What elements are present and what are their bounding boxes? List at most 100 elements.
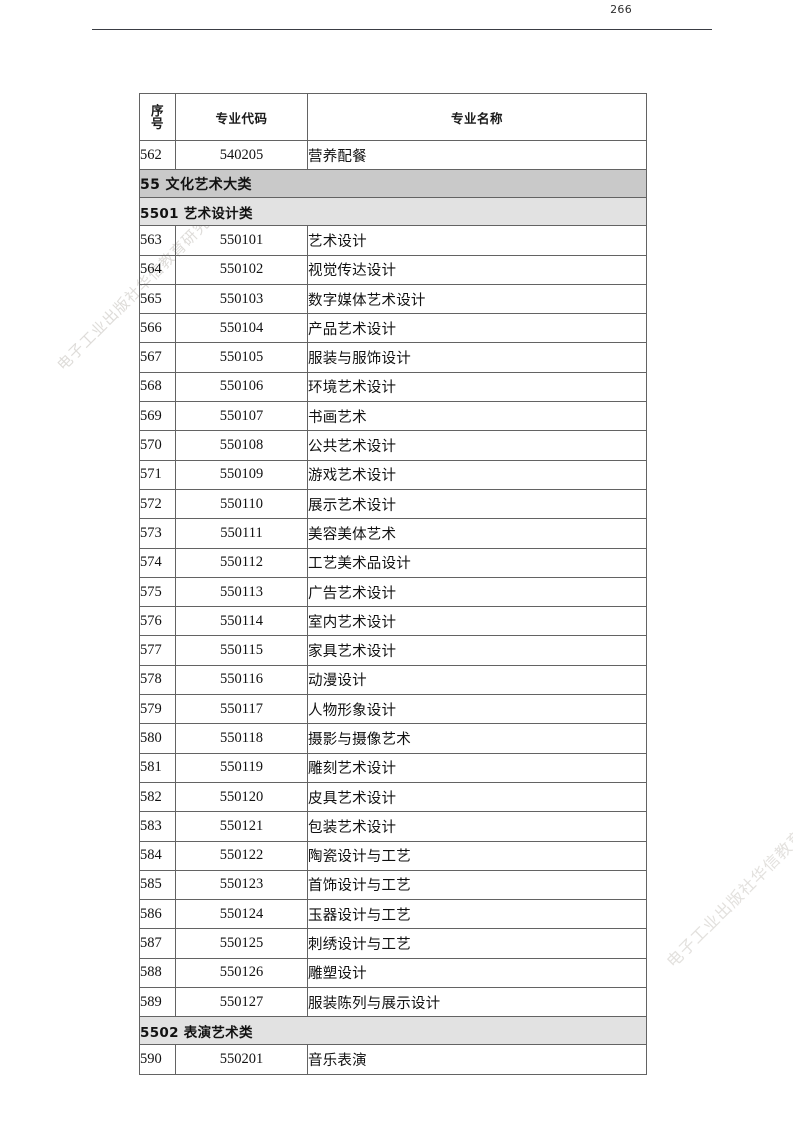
cell-name: 环境艺术设计 [307, 371, 647, 403]
cell-sequence: 576 [139, 606, 176, 637]
cell-code: 550111 [175, 518, 308, 549]
cell-name: 营养配餐 [307, 139, 647, 171]
cell-code: 550106 [175, 371, 308, 403]
table-row: 579 550117 人物形象设计 [139, 694, 647, 725]
table-row: 585 550123 首饰设计与工艺 [139, 869, 647, 901]
table-row: 584 550122 陶瓷设计与工艺 [139, 840, 647, 871]
cell-name: 数字媒体艺术设计 [307, 283, 647, 315]
cell-sequence: 572 [139, 488, 176, 520]
watermark-right: 电子工业出版社华信教育研究所 [662, 789, 793, 972]
column-header-sequence-line1: 序 [150, 102, 164, 118]
cell-name: 公共艺术设计 [307, 430, 647, 461]
cell-name: 人物形象设计 [307, 694, 647, 725]
specialty-table: 序 号 专业代码 专业名称 562 540205 营养配餐 55 文化艺术大类 5501… [139, 93, 647, 1075]
cell-name: 书画艺术 [307, 401, 647, 432]
cell-code: 550201 [175, 1044, 308, 1075]
table-row: 563 550101 艺术设计 [139, 225, 647, 256]
cell-code: 550110 [175, 488, 308, 520]
table-row: 590 550201 音乐表演 [139, 1044, 647, 1075]
cell-sequence: 588 [139, 957, 176, 989]
cell-sequence: 580 [139, 723, 176, 754]
cell-name: 雕塑设计 [307, 957, 647, 989]
table-row: 580 550118 摄影与摄像艺术 [139, 723, 647, 754]
cell-sequence: 583 [139, 811, 176, 842]
table-row: 571 550109 游戏艺术设计 [139, 459, 647, 490]
cell-sequence: 577 [139, 635, 176, 666]
cell-code: 550103 [175, 283, 308, 315]
cell-code: 550123 [175, 869, 308, 901]
cell-code: 550113 [175, 576, 308, 608]
cell-name: 首饰设计与工艺 [307, 869, 647, 901]
cell-sequence: 586 [139, 899, 176, 930]
cell-code: 550125 [175, 928, 308, 959]
cell-sequence: 585 [139, 869, 176, 901]
cell-code: 550102 [175, 254, 308, 285]
cell-code: 550105 [175, 342, 308, 373]
cell-code: 550101 [175, 225, 308, 256]
subcategory-label: 5502 表演艺术类 [139, 1016, 647, 1046]
cell-code: 550115 [175, 635, 308, 666]
table-row: 581 550119 雕刻艺术设计 [139, 752, 647, 783]
cell-name: 产品艺术设计 [307, 313, 647, 344]
cell-code: 550108 [175, 430, 308, 461]
cell-code: 550127 [175, 987, 308, 1018]
cell-code: 550116 [175, 664, 308, 696]
cell-name: 刺绣设计与工艺 [307, 928, 647, 959]
specialty-table-container: 序 号 专业代码 专业名称 562 540205 营养配餐 55 文化艺术大类 5501… [139, 93, 647, 1075]
table-row: 567 550105 服装与服饰设计 [139, 342, 647, 373]
column-header-name: 专业名称 [307, 93, 647, 141]
cell-sequence: 590 [139, 1044, 176, 1075]
table-row: 566 550104 产品艺术设计 [139, 313, 647, 344]
table-row: 572 550110 展示艺术设计 [139, 488, 647, 520]
cell-name: 玉器设计与工艺 [307, 899, 647, 930]
cell-name: 工艺美术品设计 [307, 547, 647, 578]
cell-sequence: 571 [139, 459, 176, 490]
cell-name: 家具艺术设计 [307, 635, 647, 666]
cell-code: 550120 [175, 781, 308, 813]
cell-name: 皮具艺术设计 [307, 781, 647, 813]
cell-name: 服装陈列与展示设计 [307, 987, 647, 1018]
table-row: 574 550112 工艺美术品设计 [139, 547, 647, 578]
cell-name: 陶瓷设计与工艺 [307, 840, 647, 871]
cell-code: 550104 [175, 313, 308, 344]
cell-code: 550107 [175, 401, 308, 432]
cell-name: 广告艺术设计 [307, 576, 647, 608]
table-row: 587 550125 刺绣设计与工艺 [139, 928, 647, 959]
table-body: 562 540205 营养配餐 55 文化艺术大类 5501 艺术设计类 563 55010… [139, 139, 647, 1075]
table-row: 573 550111 美容美体艺术 [139, 518, 647, 549]
cell-code: 550122 [175, 840, 308, 871]
cell-sequence: 578 [139, 664, 176, 696]
cell-sequence: 569 [139, 401, 176, 432]
cell-code: 550119 [175, 752, 308, 783]
cell-name: 音乐表演 [307, 1044, 647, 1075]
cell-code: 550114 [175, 606, 308, 637]
table-row: 575 550113 广告艺术设计 [139, 576, 647, 608]
table-row: 583 550121 包装艺术设计 [139, 811, 647, 842]
column-header-code: 专业代码 [175, 93, 308, 141]
cell-sequence: 575 [139, 576, 176, 608]
cell-sequence: 579 [139, 694, 176, 725]
page-number: 266 [610, 3, 632, 16]
table-header-row: 序 号 专业代码 专业名称 [139, 93, 647, 141]
cell-code: 550126 [175, 957, 308, 989]
table-row: 570 550108 公共艺术设计 [139, 430, 647, 461]
cell-code: 540205 [175, 139, 308, 171]
cell-sequence: 562 [139, 139, 176, 171]
cell-code: 550124 [175, 899, 308, 930]
cell-sequence: 581 [139, 752, 176, 783]
cell-sequence: 566 [139, 313, 176, 344]
cell-sequence: 563 [139, 225, 176, 256]
table-row: 589 550127 服装陈列与展示设计 [139, 987, 647, 1018]
cell-sequence: 570 [139, 430, 176, 461]
cell-sequence: 589 [139, 987, 176, 1018]
cell-code: 550121 [175, 811, 308, 842]
cell-code: 550117 [175, 694, 308, 725]
cell-sequence: 565 [139, 283, 176, 315]
table-row: 582 550120 皮具艺术设计 [139, 781, 647, 813]
cell-name: 包装艺术设计 [307, 811, 647, 842]
cell-sequence: 567 [139, 342, 176, 373]
cell-name: 室内艺术设计 [307, 606, 647, 637]
cell-name: 美容美体艺术 [307, 518, 647, 549]
cell-name: 服装与服饰设计 [307, 342, 647, 373]
cell-name: 游戏艺术设计 [307, 459, 647, 490]
